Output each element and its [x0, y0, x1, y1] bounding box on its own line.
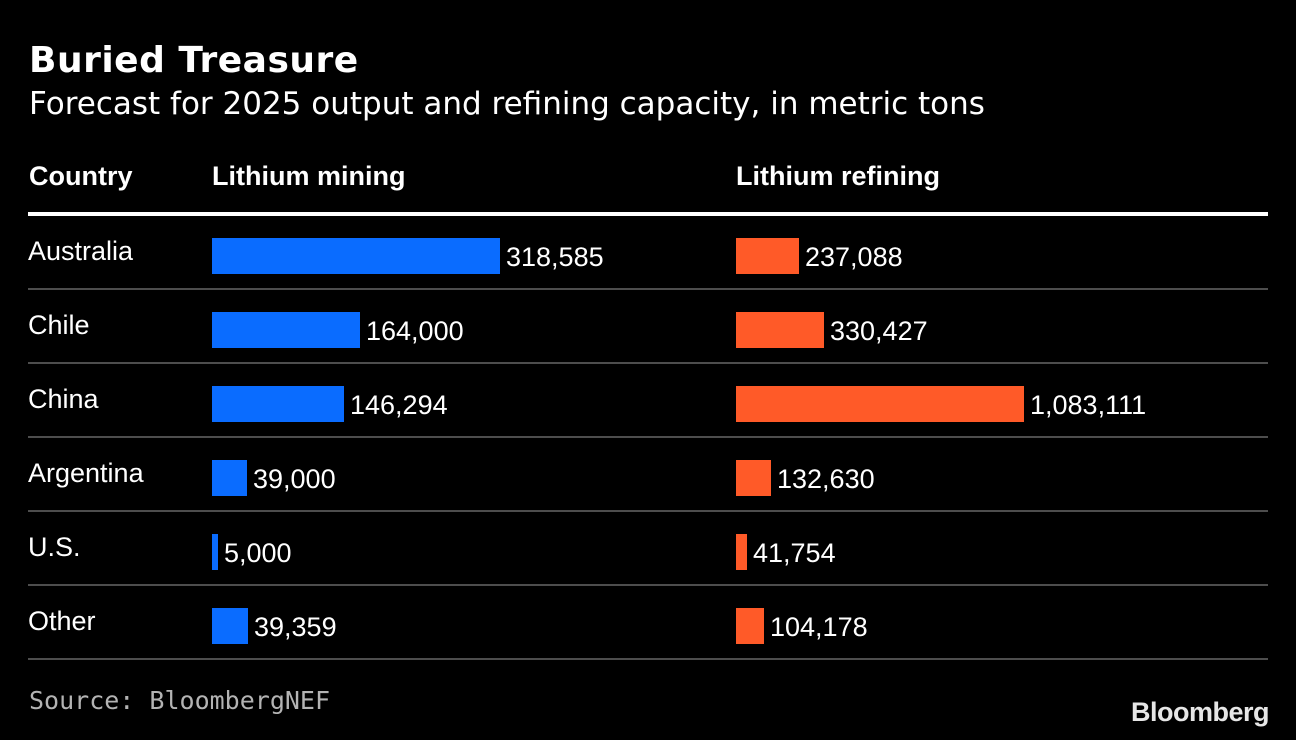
chart-subtitle: Forecast for 2025 output and refining ca… [29, 86, 985, 122]
refining-bar [736, 386, 1024, 422]
row-divider [28, 584, 1268, 586]
refining-value-label: 132,630 [777, 464, 875, 494]
table-row: Chile 164,000 330,427 [28, 290, 1268, 364]
mining-bar [212, 312, 360, 348]
table-row: Australia 318,585 237,088 [28, 216, 1268, 290]
row-divider [28, 436, 1268, 438]
mining-value-label: 164,000 [366, 316, 464, 346]
table-row: Other 39,359 104,178 [28, 586, 1268, 660]
refining-value-label: 41,754 [753, 538, 836, 568]
table-row: Argentina 39,000 132,630 [28, 438, 1268, 512]
refining-value-label: 330,427 [830, 316, 928, 346]
mining-bar [212, 238, 500, 274]
country-label: Argentina [28, 458, 144, 488]
refining-column-header: Lithium refining [736, 161, 940, 191]
table-row: China 146,294 1,083,111 [28, 364, 1268, 438]
country-label: Chile [28, 310, 90, 340]
mining-bar [212, 608, 248, 644]
country-column-header: Country [29, 161, 133, 191]
refining-value-label: 1,083,111 [1030, 390, 1147, 420]
mining-bar [212, 386, 344, 422]
country-label: Other [28, 606, 96, 636]
mining-bar [212, 534, 218, 570]
mining-bar [212, 460, 247, 496]
chart-title: Buried Treasure [29, 40, 359, 81]
row-divider [28, 288, 1268, 290]
row-divider [28, 658, 1268, 660]
mining-value-label: 318,585 [506, 242, 604, 272]
source-note: Source: BloombergNEF [29, 686, 331, 715]
refining-value-label: 104,178 [770, 612, 868, 642]
mining-value-label: 39,359 [254, 612, 337, 642]
country-label: China [28, 384, 99, 414]
refining-bar [736, 312, 824, 348]
mining-column-header: Lithium mining [212, 161, 406, 191]
mining-value-label: 5,000 [224, 538, 292, 568]
row-divider [28, 362, 1268, 364]
bloomberg-logo: Bloomberg [1130, 697, 1270, 727]
refining-bar [736, 608, 764, 644]
country-label: U.S. [28, 532, 81, 562]
refining-bar [736, 460, 771, 496]
mining-value-label: 146,294 [350, 390, 448, 420]
table-row: U.S. 5,000 41,754 [28, 512, 1268, 586]
refining-value-label: 237,088 [805, 242, 903, 272]
mining-value-label: 39,000 [253, 464, 336, 494]
country-label: Australia [28, 236, 134, 266]
refining-bar [736, 238, 799, 274]
refining-bar [736, 534, 747, 570]
header-divider [28, 212, 1268, 216]
row-divider [28, 510, 1268, 512]
